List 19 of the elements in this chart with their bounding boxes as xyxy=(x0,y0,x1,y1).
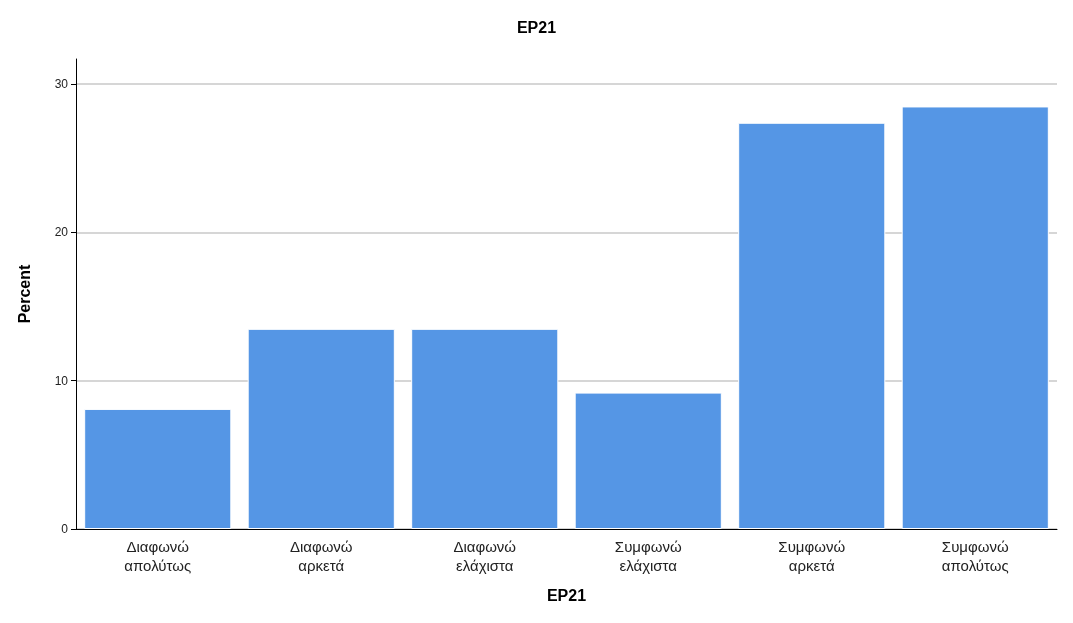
x-tick-label: Διαφωνώ απολύτως xyxy=(124,538,192,574)
x-tick-label: Διαφωνώ αρκετά xyxy=(289,538,353,574)
bar xyxy=(901,106,1049,529)
bar xyxy=(738,122,886,529)
x-tick-label: Συμφωνώ ελάχιστα xyxy=(614,538,682,574)
y-tick-label: 20 xyxy=(54,225,69,240)
x-tick-label: Συμφωνώ αρκετά xyxy=(778,538,846,574)
chart-title: EP21 xyxy=(516,18,557,36)
y-tick-label: 10 xyxy=(54,373,69,388)
bar xyxy=(574,392,722,529)
y-axis-title: Percent xyxy=(15,263,33,324)
y-tick-label: 30 xyxy=(54,77,69,92)
x-tick-label: Διαφωνώ ελάχιστα xyxy=(453,538,517,574)
x-tick-label: Συμφωνώ απολύτως xyxy=(941,538,1009,574)
bar xyxy=(411,328,559,529)
y-tick-label: 0 xyxy=(61,522,69,536)
x-axis-title: EP21 xyxy=(546,586,587,604)
bar xyxy=(247,328,395,529)
bar xyxy=(84,408,232,529)
